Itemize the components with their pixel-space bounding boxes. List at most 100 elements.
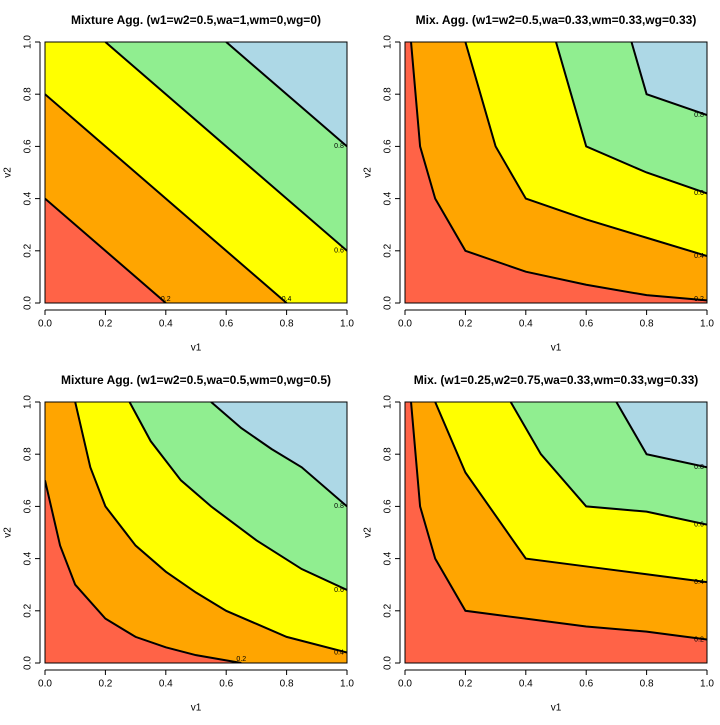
contour-label: 0.6: [334, 248, 344, 255]
contour-label: 0.6: [694, 190, 704, 197]
contour-label: 0.2: [236, 656, 246, 663]
x-axis-title: v1: [191, 343, 202, 354]
x-tick-label: 0.8: [640, 679, 654, 690]
x-tick-label: 0.4: [519, 319, 533, 330]
x-tick-label: 0.4: [159, 679, 173, 690]
contour-label: 0.4: [694, 253, 704, 260]
x-tick-label: 0.2: [458, 679, 472, 690]
plot-box: [44, 41, 348, 304]
contour-line: [128, 402, 347, 591]
contour-region: [405, 402, 707, 663]
contour-line: [630, 42, 707, 117]
x-tick-label: 0.0: [38, 319, 52, 330]
y-tick-label: 0.0: [23, 296, 34, 310]
contour-label: 0.4: [694, 579, 704, 586]
y-tick-label: 0.0: [383, 296, 394, 310]
panel: 0.2 0.4 0.6 0.8 0.0 0.2 0.4 0.6 0.8 1.0 0.0 0.2 0.4 0…: [3, 373, 355, 713]
contour-line: [225, 42, 347, 148]
y-tick-label: 0.2: [383, 243, 394, 257]
y-axis-title: v2: [3, 527, 14, 538]
y-tick-label: 0.0: [23, 656, 34, 670]
x-tick-label: 0.6: [579, 679, 593, 690]
y-axis-title: v2: [363, 167, 374, 178]
x-axis-title: v1: [551, 703, 562, 714]
x-tick-label: 0.6: [219, 319, 233, 330]
x-axis-title: v1: [191, 703, 202, 714]
contour-line: [45, 93, 288, 303]
contour-line: [74, 402, 347, 654]
contour-label: 0.8: [334, 503, 344, 510]
y-tick-label: 1.0: [383, 395, 394, 409]
contour-line: [509, 402, 707, 526]
y-tick-label: 1.0: [23, 395, 34, 409]
chart-title: Mix. (w1=0.25,w2=0.75,wa=0.33,wm=0.33,wg…: [414, 373, 699, 387]
y-tick-label: 0.8: [383, 87, 394, 101]
y-tick-label: 1.0: [23, 35, 34, 49]
contour-label: 0.6: [334, 587, 344, 594]
x-tick-label: 0.2: [98, 679, 112, 690]
contour-label: 0.8: [694, 112, 704, 119]
y-tick-label: 0.4: [383, 551, 394, 565]
chart-title: Mixture Agg. (w1=w2=0.5,wa=0.5,wm=0,wg=0…: [61, 373, 331, 387]
x-tick-label: 0.4: [519, 679, 533, 690]
contour-region: [45, 402, 347, 663]
x-tick-label: 0.2: [98, 319, 112, 330]
x-tick-label: 0.8: [280, 319, 294, 330]
y-tick-label: 0.2: [23, 243, 34, 257]
y-tick-label: 0.2: [23, 603, 34, 617]
y-tick-label: 0.8: [23, 87, 34, 101]
contour-line: [410, 42, 707, 302]
y-tick-label: 0.6: [383, 499, 394, 513]
x-tick-label: 0.2: [458, 319, 472, 330]
y-axis-title: v2: [363, 527, 374, 538]
chart-title: Mixture Agg. (w1=w2=0.5,wa=1,wm=0,wg=0): [71, 13, 321, 27]
y-tick-label: 0.6: [23, 499, 34, 513]
plot-area: 0.2 0.4 0.6 0.8: [45, 402, 347, 663]
contour-line: [210, 402, 347, 508]
y-tick-label: 0.0: [383, 656, 394, 670]
chart-title: Mix. Agg. (w1=w2=0.5,wa=0.33,wm=0.33,wg=…: [416, 13, 697, 27]
x-tick-label: 0.8: [280, 679, 294, 690]
contour-label: 0.4: [282, 296, 292, 303]
y-tick-label: 0.8: [23, 447, 34, 461]
x-tick-label: 0.6: [579, 319, 593, 330]
contour-label: 0.2: [161, 296, 171, 303]
plot-area: 0.2 0.4 0.6 0.8: [405, 402, 707, 663]
contour-label: 0.8: [694, 464, 704, 471]
x-tick-label: 0.4: [159, 319, 173, 330]
plot-area: 0.2 0.4 0.6 0.8: [45, 42, 347, 303]
contour-line: [45, 197, 167, 303]
y-tick-label: 0.6: [23, 139, 34, 153]
contour-line: [45, 480, 242, 663]
contour-line: [104, 42, 347, 252]
y-tick-label: 0.8: [383, 447, 394, 461]
plot-area: 0.2 0.4 0.6 0.8: [405, 42, 707, 303]
contour-region: [405, 42, 707, 303]
x-tick-label: 0.6: [219, 679, 233, 690]
x-tick-label: 0.0: [398, 319, 412, 330]
x-tick-label: 0.0: [38, 679, 52, 690]
y-tick-label: 1.0: [383, 35, 394, 49]
contour-line: [434, 402, 707, 584]
contour-label: 0.8: [334, 143, 344, 150]
contour-line: [555, 42, 707, 195]
x-tick-label: 1.0: [340, 319, 354, 330]
panel: 0.2 0.4 0.6 0.8 0.0 0.2 0.4 0.6 0.8 1.0 0.0 0.2 0.4 0…: [3, 13, 355, 353]
contour-label: 0.4: [334, 649, 344, 656]
contour-region: [405, 42, 707, 303]
contour-label: 0.2: [694, 296, 704, 303]
contour-region: [45, 480, 242, 663]
contour-region: [405, 402, 707, 663]
x-tick-label: 1.0: [340, 679, 354, 690]
x-tick-label: 0.0: [398, 679, 412, 690]
contour-line: [410, 402, 707, 641]
x-tick-label: 0.8: [640, 319, 654, 330]
y-tick-label: 0.2: [383, 603, 394, 617]
panel: 0.2 0.4 0.6 0.8 0.0 0.2 0.4 0.6 0.8 1.0 0.0 0.2 0.4 0…: [363, 13, 715, 353]
contour-label: 0.6: [694, 522, 704, 529]
x-axis-title: v1: [551, 343, 562, 354]
x-tick-label: 1.0: [700, 679, 714, 690]
x-tick-label: 1.0: [700, 319, 714, 330]
